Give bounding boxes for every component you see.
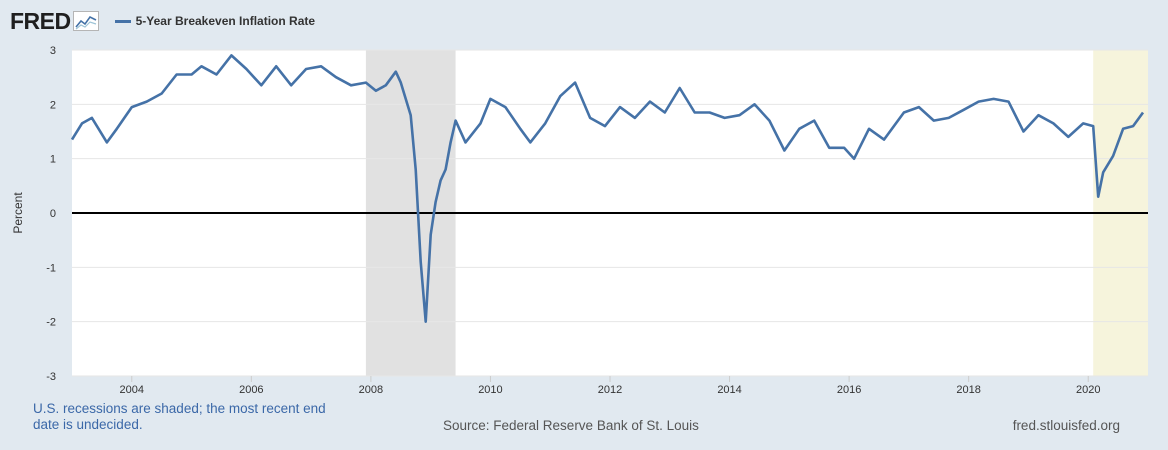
recession-note: U.S. recessions are shaded; the most rec… [33, 401, 326, 432]
x-tick-label: 2018 [956, 384, 980, 396]
line-chart: 3 2 1 0 -1 -2 -3 2004 2006 2008 2010 2012 2014 2016 2… [11, 45, 1148, 396]
x-tick-label: 2020 [1076, 384, 1100, 396]
y-tick-label: -2 [46, 317, 56, 329]
x-tick-label: 2004 [120, 384, 144, 396]
legend: 5-Year Breakeven Inflation Rate [114, 14, 316, 28]
y-tick-label: -1 [46, 262, 56, 274]
x-tick-label: 2016 [837, 384, 861, 396]
legend-label[interactable]: 5-Year Breakeven Inflation Rate [135, 14, 316, 28]
chart-header: FRED 5-Year Breakeven Inflation Rate [10, 8, 315, 34]
legend-swatch [114, 19, 131, 23]
y-tick-label: -3 [46, 371, 56, 383]
y-tick-label: 3 [50, 45, 56, 57]
y-tick-label: 2 [50, 99, 56, 111]
x-tick-label: 2014 [717, 384, 741, 396]
x-tick-label: 2012 [598, 384, 622, 396]
series-line [70, 54, 1145, 323]
x-tick-label: 2008 [359, 384, 383, 396]
x-tick-label: 2006 [239, 384, 263, 396]
y-tick-label: 0 [50, 208, 56, 220]
y-tick-label: 1 [50, 154, 56, 166]
fred-chart-icon [72, 11, 99, 31]
fred-logo[interactable]: FRED [10, 7, 71, 34]
site-url[interactable]: fred.stlouisfed.org [1012, 418, 1120, 433]
x-tick-label: 2010 [478, 384, 502, 396]
source-text: Source: Federal Reserve Bank of St. Loui… [443, 418, 699, 433]
y-axis-label: Percent [11, 192, 25, 234]
